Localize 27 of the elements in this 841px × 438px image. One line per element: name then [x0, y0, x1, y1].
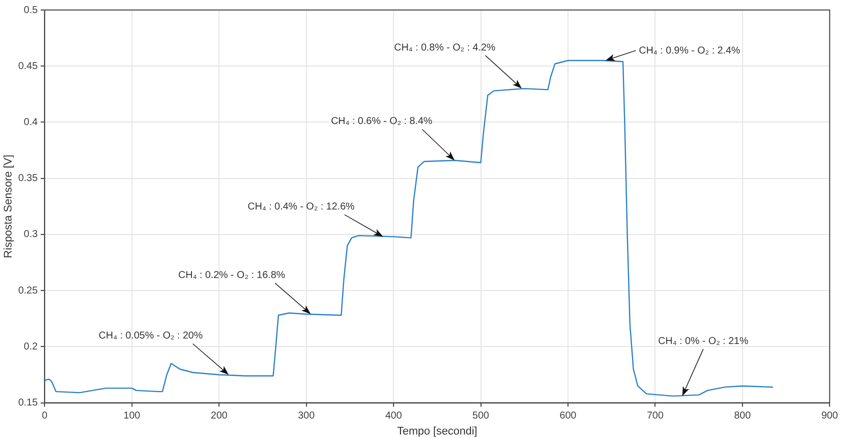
annotation: CH₄ : 0.4% - O₂ : 12.6% [248, 201, 355, 212]
annotation: CH₄ : 0.05% - O₂ : 20% [98, 330, 203, 342]
y-tick-label: 0.2 [24, 341, 38, 352]
x-tick-label: 400 [385, 410, 402, 422]
annotation: CH₄ : 0.2% - O₂ : 16.8% [178, 270, 286, 281]
y-tick-label: 0.15 [18, 398, 38, 409]
x-tick-label: 200 [210, 410, 228, 422]
annotation: CH₄ : 0.6% - O₂ : 8.4% [330, 116, 432, 128]
y-tick-label: 0.3 [24, 229, 38, 240]
x-tick-label: 600 [560, 410, 577, 422]
x-tick-label: 0 [42, 410, 48, 422]
annotation: CH₄ : 0.9% - O₂ : 2.4% [638, 45, 740, 56]
x-axis-title: Tempo [secondi] [397, 425, 478, 438]
x-tick-label: 700 [646, 410, 664, 422]
x-tick-label: 100 [124, 410, 141, 422]
x-tick-label: 500 [472, 410, 490, 422]
y-tick-label: 0.35 [18, 173, 38, 184]
annotation: CH₄ : 0.8% - O₂ : 4.2% [394, 42, 496, 54]
y-tick-label: 0.45 [18, 60, 38, 72]
y-tick-label: 0.4 [24, 116, 38, 128]
x-tick-label: 900 [821, 410, 838, 422]
y-axis-title: Risposta Sensore [V] [2, 154, 15, 258]
x-tick-label: 800 [734, 410, 752, 422]
annotation: CH₄ : 0% - O₂ : 21% [658, 336, 748, 347]
x-tick-label: 300 [298, 410, 316, 422]
y-tick-label: 0.5 [24, 4, 38, 16]
y-tick-label: 0.25 [18, 285, 38, 296]
